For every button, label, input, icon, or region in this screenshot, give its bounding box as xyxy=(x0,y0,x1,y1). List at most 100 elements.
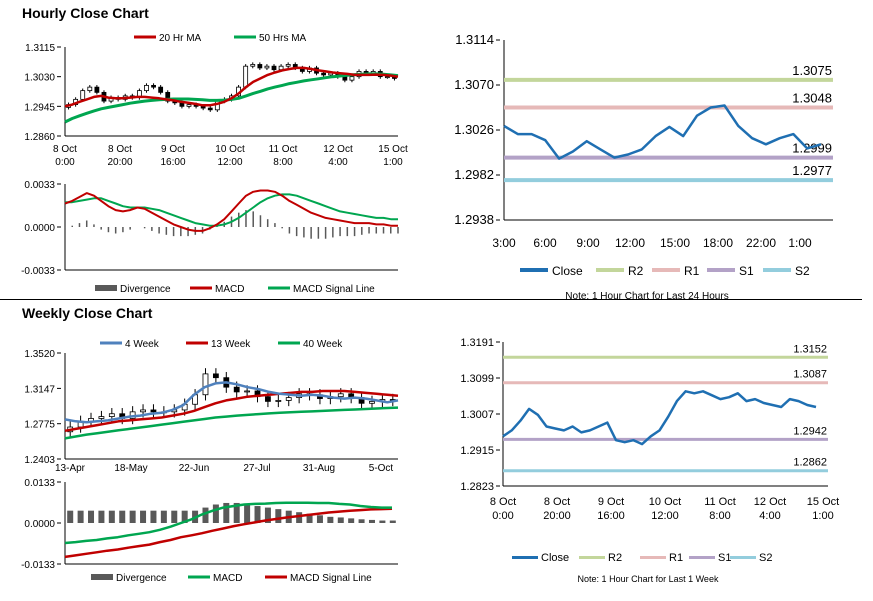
hourly-levels-xtick-6: 22:00 xyxy=(746,236,776,250)
hourly-legend-macd-label: MACD xyxy=(215,284,244,295)
weekly-ma4-line xyxy=(64,381,399,424)
weekly-levels-xtick-4-date: 11 Oct xyxy=(704,496,736,508)
weekly-candle xyxy=(140,409,146,413)
hourly-candle xyxy=(321,72,327,76)
weekly-levels-xtick-2-time: 16:00 xyxy=(597,510,625,522)
weekly-divergence-bar xyxy=(77,510,84,523)
weekly-levels-xtick-6-date: 15 Oct xyxy=(807,496,839,508)
hourly-levels-legend-s1-swatch xyxy=(707,268,735,272)
hourly-levels-level-label-s2: 1.2977 xyxy=(792,163,832,178)
weekly-ma13-line xyxy=(64,389,399,433)
hourly-levels-legend-r2-swatch xyxy=(596,268,624,272)
hourly-section-title: Hourly Close Chart xyxy=(22,5,149,21)
hourly-legend-divergence-label: Divergence xyxy=(120,284,171,295)
weekly-levels-xtick-0-date: 8 Oct xyxy=(490,496,516,508)
hourly-levels-ytick-2: 1.3026 xyxy=(454,122,494,137)
weekly-xtick-3: 27-Jul xyxy=(243,463,270,474)
weekly-divergence-bar xyxy=(98,510,105,523)
weekly-divergence-bar xyxy=(129,510,136,523)
weekly-candle xyxy=(202,373,209,396)
weekly-divergence-bar xyxy=(379,520,386,523)
weekly-macd-ytick-1: 0.0000 xyxy=(24,519,55,530)
weekly-divergence-bar xyxy=(316,515,323,523)
hourly-candle xyxy=(200,105,206,109)
hourly-candle xyxy=(94,86,100,93)
hourly-legend-ma20-label: 20 Hr MA xyxy=(159,33,202,44)
weekly-candle xyxy=(233,386,240,393)
hourly-candle xyxy=(151,84,156,88)
weekly-candle xyxy=(98,416,105,419)
weekly-levels-level-label-r2: 1.3152 xyxy=(793,343,827,355)
hourly-levels-xtick-3: 12:00 xyxy=(615,236,645,250)
weekly-levels-legend-r1-label: R1 xyxy=(669,552,683,564)
weekly-macd-ytick-0: 0.0133 xyxy=(24,478,55,489)
weekly-legend-macd-swatch xyxy=(188,575,210,579)
weekly-levels-level-label-r1: 1.3087 xyxy=(793,369,827,381)
weekly-macd-ytick-2: -0.0133 xyxy=(21,560,55,571)
weekly-section-title: Weekly Close Chart xyxy=(22,305,153,321)
weekly-divergence-bar xyxy=(140,510,147,523)
weekly-macd-line xyxy=(64,501,392,545)
weekly-levels-legend-s1-swatch xyxy=(689,556,715,559)
weekly-levels-xtick-5-date: 12 Oct xyxy=(754,496,786,508)
hourly-candle xyxy=(87,86,93,92)
hourly-xtick-6-time: 1:00 xyxy=(383,157,403,168)
weekly-levels-xtick-3-date: 10 Oct xyxy=(649,496,681,508)
hourly-levels-ytick-0: 1.3114 xyxy=(455,32,494,47)
weekly-levels-xtick-6-time: 1:00 xyxy=(812,510,833,522)
weekly-levels-legend-close-label: Close xyxy=(541,552,569,564)
weekly-levels-xtick-0-time: 0:00 xyxy=(492,510,513,522)
weekly-levels-note: Note: 1 Hour Chart for Last 1 Week xyxy=(578,574,719,584)
hourly-levels-ytick-3: 1.2982 xyxy=(454,167,494,182)
weekly-divergence-bar xyxy=(264,507,271,523)
weekly-levels-xtick-1-time: 20:00 xyxy=(543,510,571,522)
weekly-levels-legend-close-swatch xyxy=(512,556,538,559)
weekly-divergence-bar xyxy=(306,513,313,523)
weekly-legend-divergence-label: Divergence xyxy=(116,573,167,584)
weekly-candle xyxy=(275,400,282,402)
weekly-candle xyxy=(285,397,292,401)
weekly-levels-ytick-2: 1.3007 xyxy=(460,409,494,421)
weekly-levels-ytick-4: 1.2823 xyxy=(460,481,494,493)
weekly-levels-legend-r1-swatch xyxy=(640,556,666,559)
hourly-xtick-2-time: 16:00 xyxy=(160,157,185,168)
weekly-xtick-4: 31-Aug xyxy=(303,463,335,474)
weekly-candle xyxy=(265,396,271,402)
weekly-levels-level-label-s1: 1.2942 xyxy=(793,425,827,437)
hourly-xtick-4-time: 8:00 xyxy=(273,157,293,168)
hourly-candle xyxy=(342,76,348,81)
weekly-candle xyxy=(108,413,115,417)
weekly-price-ytick-0: 1.3520 xyxy=(24,349,55,360)
weekly-candle xyxy=(244,390,251,393)
weekly-xtick-2: 22-Jun xyxy=(179,463,210,474)
weekly-levels-legend-r2-swatch xyxy=(579,556,605,559)
weekly-divergence-bar xyxy=(244,504,251,523)
weekly-divergence-bar xyxy=(368,519,375,523)
hourly-legend-ma50-label: 50 Hrs MA xyxy=(259,33,307,44)
hourly-levels-legend-r1-label: R1 xyxy=(684,264,700,278)
weekly-divergence-bar xyxy=(275,509,282,523)
hourly-price-ytick-3: 1.2860 xyxy=(24,132,55,143)
weekly-candle xyxy=(212,373,219,379)
weekly-levels-xtick-2-date: 9 Oct xyxy=(598,496,624,508)
hourly-xtick-0-date: 8 Oct xyxy=(53,144,77,155)
hourly-levels-legend-r2-label: R2 xyxy=(628,264,644,278)
hourly-ma20-line xyxy=(64,66,399,108)
weekly-xtick-1: 18-May xyxy=(114,463,147,474)
weekly-legend-signal-swatch xyxy=(265,575,287,579)
hourly-levels-xtick-4: 15:00 xyxy=(660,236,690,250)
hourly-legend-macd-swatch xyxy=(190,286,212,290)
hourly-xtick-4-date: 11 Oct xyxy=(269,144,298,155)
weekly-candle xyxy=(150,409,157,413)
hourly-candle xyxy=(271,65,277,71)
hourly-macd-ytick-1: 0.0000 xyxy=(24,223,55,234)
weekly-ma40-line xyxy=(64,406,399,440)
hourly-candle xyxy=(186,104,192,107)
hourly-xtick-6-date: 15 Oct xyxy=(378,144,408,155)
weekly-levels-xtick-4-time: 8:00 xyxy=(709,510,730,522)
hourly-macd-line xyxy=(64,189,398,232)
hourly-candle xyxy=(349,76,355,81)
hourly-macd-ytick-2: -0.0033 xyxy=(21,266,55,277)
hourly-levels-legend-s2-swatch xyxy=(763,268,791,272)
